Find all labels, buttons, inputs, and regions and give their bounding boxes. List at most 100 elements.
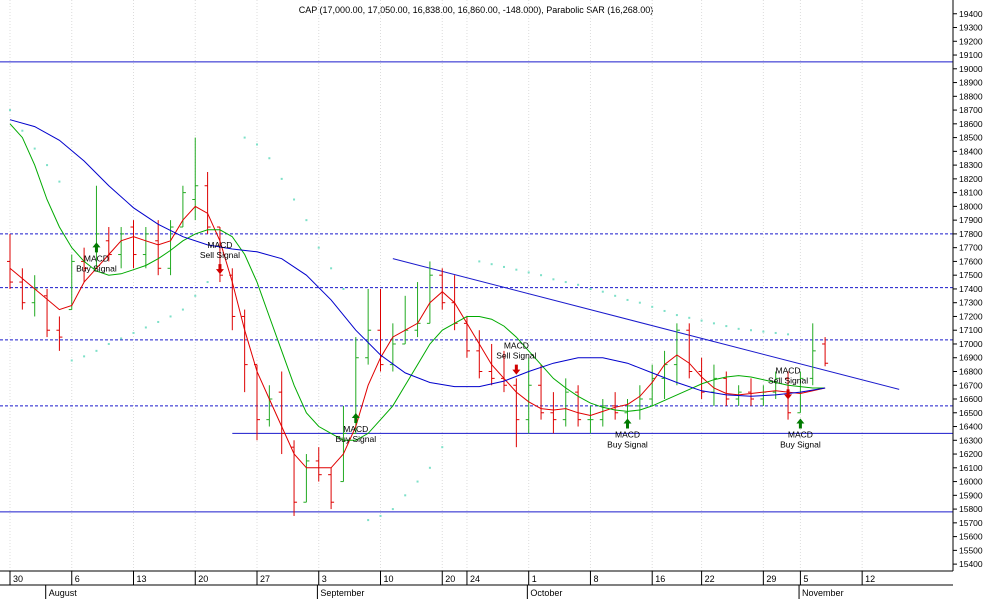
ohlc-bar	[439, 268, 446, 310]
ohlc-bar	[19, 268, 26, 310]
annotation-line1: MACD	[84, 253, 109, 263]
y-tick-label: 16800	[959, 366, 983, 376]
sell-arrow-icon	[512, 364, 521, 375]
y-tick-label: 17800	[959, 229, 983, 239]
x-tick-label: 1	[532, 574, 537, 584]
ohlc-bar	[587, 405, 594, 434]
ohlc-bar	[44, 288, 51, 338]
ohlc-bar	[710, 364, 717, 406]
x-tick-label: 30	[13, 574, 23, 584]
y-tick-label: 19100	[959, 50, 983, 60]
y-tick-label: 16000	[959, 477, 983, 487]
sar-dot	[441, 446, 444, 449]
y-tick-label: 19400	[959, 9, 983, 19]
x-tick-label: 22	[705, 574, 715, 584]
y-tick-label: 18900	[959, 78, 983, 88]
sar-dot	[9, 109, 11, 112]
ohlc-bar	[673, 323, 680, 386]
ohlc-bar	[303, 454, 310, 503]
y-tick-label: 18400	[959, 146, 983, 156]
ohlc-bar	[513, 378, 520, 448]
sar-dot	[21, 129, 24, 132]
y-tick-label: 16700	[959, 380, 983, 390]
chart-title: CAP (17,000.00, 17,050.00, 16,838.00, 16…	[299, 5, 654, 15]
sar-dot	[750, 329, 752, 332]
series-line-2	[9, 119, 826, 397]
x-tick-label: 16	[655, 574, 665, 584]
sar-dot	[564, 281, 567, 284]
y-tick-label: 18800	[959, 91, 983, 101]
ohlc-bar	[68, 254, 75, 311]
sar-dot	[70, 359, 73, 362]
sar-dot	[379, 514, 382, 517]
x-tick-label: 27	[260, 574, 270, 584]
sar-dot	[774, 331, 777, 334]
y-tick-label: 15900	[959, 490, 983, 500]
sar-dot	[120, 337, 123, 340]
y-tick-label: 17400	[959, 284, 983, 294]
y-tick-label: 16400	[959, 422, 983, 432]
y-tick-label: 16900	[959, 353, 983, 363]
y-tick-label: 17900	[959, 215, 983, 225]
sar-dot	[577, 283, 580, 286]
grid-lines	[9, 0, 863, 571]
y-tick-label: 19300	[959, 23, 983, 33]
ohlc-bar	[118, 227, 125, 269]
ohlc-bar	[402, 295, 409, 345]
resistance-trendline	[392, 258, 900, 390]
ohlc-bar	[686, 323, 693, 379]
y-tick-label: 16300	[959, 435, 983, 445]
x-tick-label: 20	[198, 574, 208, 584]
y-tick-label: 15500	[959, 545, 983, 555]
sar-dot	[144, 326, 147, 329]
ohlc-bar	[142, 227, 149, 269]
x-tick-label: 20	[445, 574, 455, 584]
ohlc-bar	[612, 392, 619, 420]
ohlc-bar	[476, 330, 483, 379]
sar-dot	[675, 314, 678, 317]
ohlc-bar	[31, 275, 38, 317]
sar-dot	[700, 319, 703, 322]
x-tick-label: 8	[593, 574, 598, 584]
sar-dot	[490, 263, 493, 266]
sar-dot	[527, 271, 530, 274]
sar-dot	[688, 316, 691, 319]
ohlc-bar	[278, 371, 285, 455]
sar-dot	[169, 315, 172, 318]
ohlc-bar	[130, 220, 137, 269]
x-tick-label: 6	[75, 574, 80, 584]
ohlc-bar	[56, 316, 63, 351]
ohlc-bar	[340, 405, 347, 483]
x-tick-label: 10	[384, 574, 394, 584]
sar-dot	[626, 298, 629, 301]
ohlc-bar	[365, 288, 372, 365]
annotation-line1: MACD	[615, 430, 640, 440]
trend-line	[392, 258, 900, 390]
ohlc-bar	[167, 220, 174, 276]
sar-dot	[725, 325, 728, 328]
ohlc-bar	[241, 309, 248, 393]
sar-dot	[342, 287, 345, 290]
x-tick-label: 13	[137, 574, 147, 584]
ohlc-bar	[291, 440, 298, 516]
annotation-line2: Buy Signal	[76, 263, 117, 273]
sar-dot	[206, 281, 209, 284]
sar-dot	[478, 260, 481, 263]
sar-dot	[243, 136, 246, 139]
annotation-line1: MACD	[504, 341, 529, 351]
y-tick-label: 18700	[959, 105, 983, 115]
sar-dot	[83, 355, 86, 358]
sar-dot	[95, 349, 98, 352]
sell-arrow-icon	[784, 389, 793, 400]
ohlc-bar	[822, 337, 829, 367]
sar-dot	[58, 180, 61, 183]
ohlc-bar	[550, 392, 557, 434]
ohlc-bar	[636, 385, 643, 420]
sar-dot	[305, 219, 308, 222]
